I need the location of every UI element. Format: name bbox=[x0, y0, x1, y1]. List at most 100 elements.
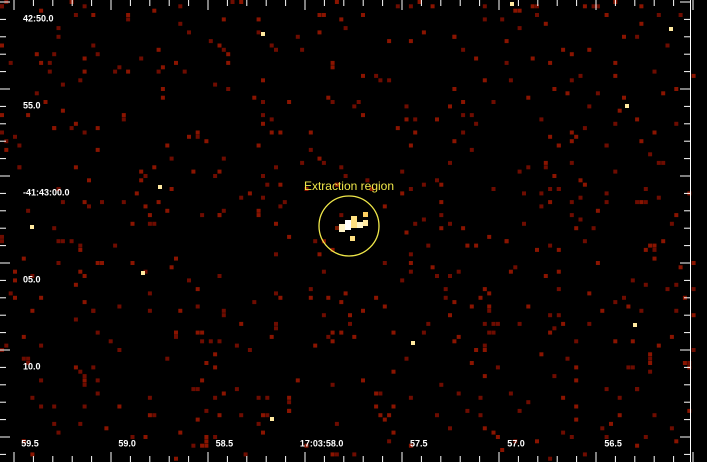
noise-pixel bbox=[100, 200, 104, 204]
noise-pixel bbox=[548, 200, 552, 204]
noise-pixel bbox=[339, 165, 343, 169]
noise-pixel bbox=[622, 35, 626, 39]
noise-pixel bbox=[618, 396, 622, 400]
noise-pixel bbox=[331, 65, 335, 69]
noise-pixel bbox=[526, 400, 530, 404]
noise-pixel bbox=[322, 313, 326, 317]
noise-pixel bbox=[435, 413, 439, 417]
noise-pixel bbox=[309, 131, 313, 135]
noise-pixel bbox=[552, 174, 556, 178]
x-axis-label: 58.5 bbox=[216, 438, 234, 448]
noise-pixel bbox=[117, 305, 121, 309]
noise-pixel bbox=[83, 374, 87, 378]
noise-pixel bbox=[152, 165, 156, 169]
noise-pixel bbox=[539, 204, 543, 208]
noise-pixel bbox=[492, 431, 496, 435]
noise-pixel bbox=[392, 405, 396, 409]
noise-pixel bbox=[61, 239, 65, 243]
noise-pixel bbox=[331, 339, 335, 343]
noise-pixel bbox=[218, 274, 222, 278]
noise-pixel bbox=[600, 309, 604, 313]
noise-pixel bbox=[126, 13, 130, 17]
noise-pixel bbox=[74, 165, 78, 169]
noise-pixel bbox=[313, 239, 317, 243]
noise-pixel bbox=[548, 313, 552, 317]
noise-pixel bbox=[670, 335, 674, 339]
noise-pixel bbox=[122, 113, 126, 117]
noise-pixel bbox=[579, 74, 583, 78]
noise-pixel bbox=[83, 378, 87, 382]
noise-pixel bbox=[548, 244, 552, 248]
noise-pixel bbox=[400, 191, 404, 195]
noise-pixel bbox=[0, 239, 4, 243]
noise-pixel bbox=[505, 239, 509, 243]
noise-pixel bbox=[74, 13, 78, 17]
noise-pixel bbox=[313, 344, 317, 348]
noise-pixel bbox=[548, 457, 552, 461]
noise-pixel bbox=[444, 296, 448, 300]
noise-pixel bbox=[270, 131, 274, 135]
noise-pixel bbox=[117, 348, 121, 352]
noise-pixel bbox=[592, 226, 596, 230]
noise-pixel bbox=[548, 61, 552, 65]
noise-pixel bbox=[231, 0, 235, 4]
noise-pixel bbox=[248, 191, 252, 195]
noise-pixel bbox=[583, 239, 587, 243]
noise-pixel bbox=[487, 291, 491, 295]
noise-pixel bbox=[405, 104, 409, 108]
noise-pixel bbox=[335, 452, 339, 456]
noise-pixel bbox=[44, 100, 48, 104]
noise-pixel bbox=[661, 91, 665, 95]
noise-pixel bbox=[344, 291, 348, 295]
noise-pixel bbox=[174, 335, 178, 339]
noise-pixel bbox=[204, 361, 208, 365]
noise-pixel bbox=[222, 157, 226, 161]
noise-pixel bbox=[474, 348, 478, 352]
noise-pixel bbox=[531, 57, 535, 61]
noise-pixel bbox=[613, 300, 617, 304]
noise-pixel bbox=[261, 122, 265, 126]
noise-pixel bbox=[309, 296, 313, 300]
noise-pixel bbox=[648, 152, 652, 156]
noise-pixel bbox=[526, 165, 530, 169]
noise-pixel bbox=[539, 191, 543, 195]
noise-pixel bbox=[309, 148, 313, 152]
noise-pixel bbox=[361, 74, 365, 78]
noise-pixel bbox=[331, 100, 335, 104]
noise-pixel bbox=[392, 370, 396, 374]
noise-pixel bbox=[261, 78, 265, 82]
noise-pixel bbox=[635, 387, 639, 391]
noise-pixel bbox=[639, 309, 643, 313]
noise-pixel bbox=[4, 148, 8, 152]
noise-pixel bbox=[570, 435, 574, 439]
noise-pixel bbox=[561, 396, 565, 400]
y-axis-label: 55.0 bbox=[23, 100, 41, 110]
noise-pixel bbox=[278, 204, 282, 208]
noise-pixel bbox=[605, 144, 609, 148]
noise-pixel bbox=[61, 83, 65, 87]
x-axis-label: 57.5 bbox=[410, 438, 428, 448]
noise-pixel bbox=[213, 396, 217, 400]
noise-pixel bbox=[244, 452, 248, 456]
noise-pixel bbox=[396, 126, 400, 130]
noise-pixel bbox=[452, 87, 456, 91]
noise-pixel bbox=[539, 117, 543, 121]
noise-pixel bbox=[331, 61, 335, 65]
noise-pixel bbox=[265, 183, 269, 187]
noise-pixel bbox=[496, 435, 500, 439]
noise-pixel bbox=[139, 57, 143, 61]
noise-pixel bbox=[570, 213, 574, 217]
noise-pixel bbox=[222, 309, 226, 313]
noise-pixel bbox=[587, 48, 591, 52]
annotation: Extraction region bbox=[304, 179, 394, 193]
noise-pixel bbox=[322, 13, 326, 17]
noise-pixel bbox=[257, 209, 261, 213]
noise-pixel bbox=[135, 191, 139, 195]
noise-pixel bbox=[52, 405, 56, 409]
noise-pixel bbox=[383, 305, 387, 309]
noise-pixel bbox=[644, 435, 648, 439]
noise-pixel bbox=[287, 235, 291, 239]
noise-pixel bbox=[326, 296, 330, 300]
noise-pixel bbox=[557, 270, 561, 274]
noise-pixel bbox=[635, 444, 639, 448]
